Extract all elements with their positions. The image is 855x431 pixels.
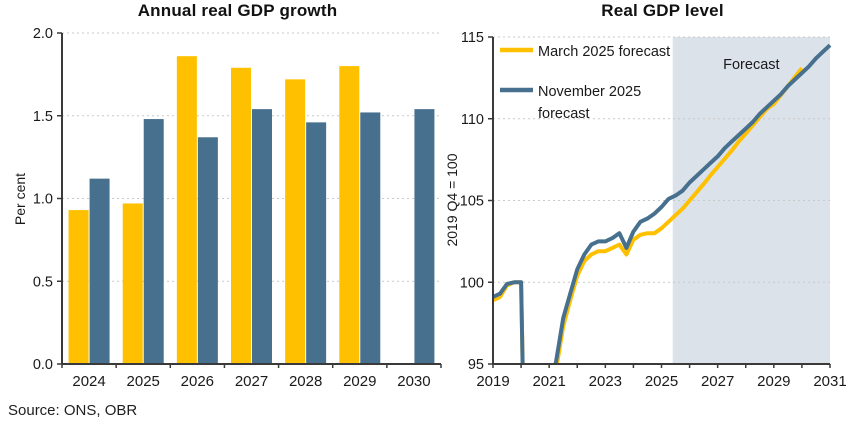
y-tick-label: 2.0 (33, 26, 53, 42)
real-gdp-level-chart: 95 100 105 110 115 2019 2021 2023 2025 2027 2029 20… (460, 30, 847, 390)
legend-label: March 2025 forecast (538, 44, 670, 60)
y-tick-label: 95 (468, 357, 484, 373)
x-tick-label: 2029 (343, 373, 376, 390)
bar-blue-2029 (360, 112, 381, 364)
annual-gdp-growth-title: Annual real GDP growth (137, 1, 338, 20)
bar-blue-2026 (197, 137, 218, 364)
line-yellow-march-2025-forecast (493, 66, 804, 364)
x-tick-label: 2025 (127, 373, 160, 390)
y-tick-label: 0.0 (33, 357, 53, 373)
source-note: Source: ONS, OBR (8, 402, 138, 419)
bar-yellow-2024 (68, 210, 89, 364)
real-gdp-level-title: Real GDP level (601, 1, 724, 20)
x-tick-label: 2019 (476, 373, 509, 390)
bar-blue-2028 (306, 122, 327, 365)
legend-label: forecast (538, 106, 590, 122)
y-tick-label: 115 (461, 30, 484, 46)
bar-yellow-2027 (231, 67, 251, 364)
forecast-region-label: Forecast (723, 57, 779, 73)
x-tick-label: 2030 (397, 373, 430, 390)
x-tick-label: 2021 (532, 373, 565, 390)
x-tick-label: 2027 (701, 373, 734, 390)
annual-gdp-growth-chart: 0.0 0.5 1.0 1.5 2.0 2024 2025 2026 2027 2028 2029 2… (33, 26, 442, 390)
y-tick-label: 105 (460, 194, 484, 210)
bar-blue-2027 (252, 109, 272, 364)
bar-blue-2030 (414, 109, 435, 364)
bar-yellow-2028 (285, 79, 306, 364)
y-tick-label: 100 (460, 275, 484, 291)
bar-yellow-2025 (122, 203, 143, 364)
bar-yellow-2029 (339, 66, 360, 364)
line-blue-november-2025-forecast (493, 43, 832, 364)
x-tick-label: 2031 (813, 373, 846, 390)
y-tick-label: 1.5 (33, 109, 53, 125)
legend-label: November 2025 (538, 84, 641, 100)
forecast-shaded-region (672, 37, 830, 363)
bar-yellow-2026 (176, 56, 197, 365)
y-tick-label: 0.5 (33, 274, 53, 290)
x-tick-label: 2029 (757, 373, 790, 390)
bar-blue-2025 (143, 119, 164, 364)
x-tick-label: 2028 (289, 373, 322, 390)
x-tick-label: 2027 (235, 373, 268, 390)
bar-blue-2024 (89, 178, 110, 364)
y-tick-label: 1.0 (33, 192, 53, 208)
x-tick-label: 2026 (181, 373, 214, 390)
y-tick-label: 110 (461, 112, 484, 128)
x-tick-label: 2024 (72, 373, 105, 390)
x-tick-label: 2023 (589, 373, 622, 390)
x-tick-label: 2025 (645, 373, 678, 390)
